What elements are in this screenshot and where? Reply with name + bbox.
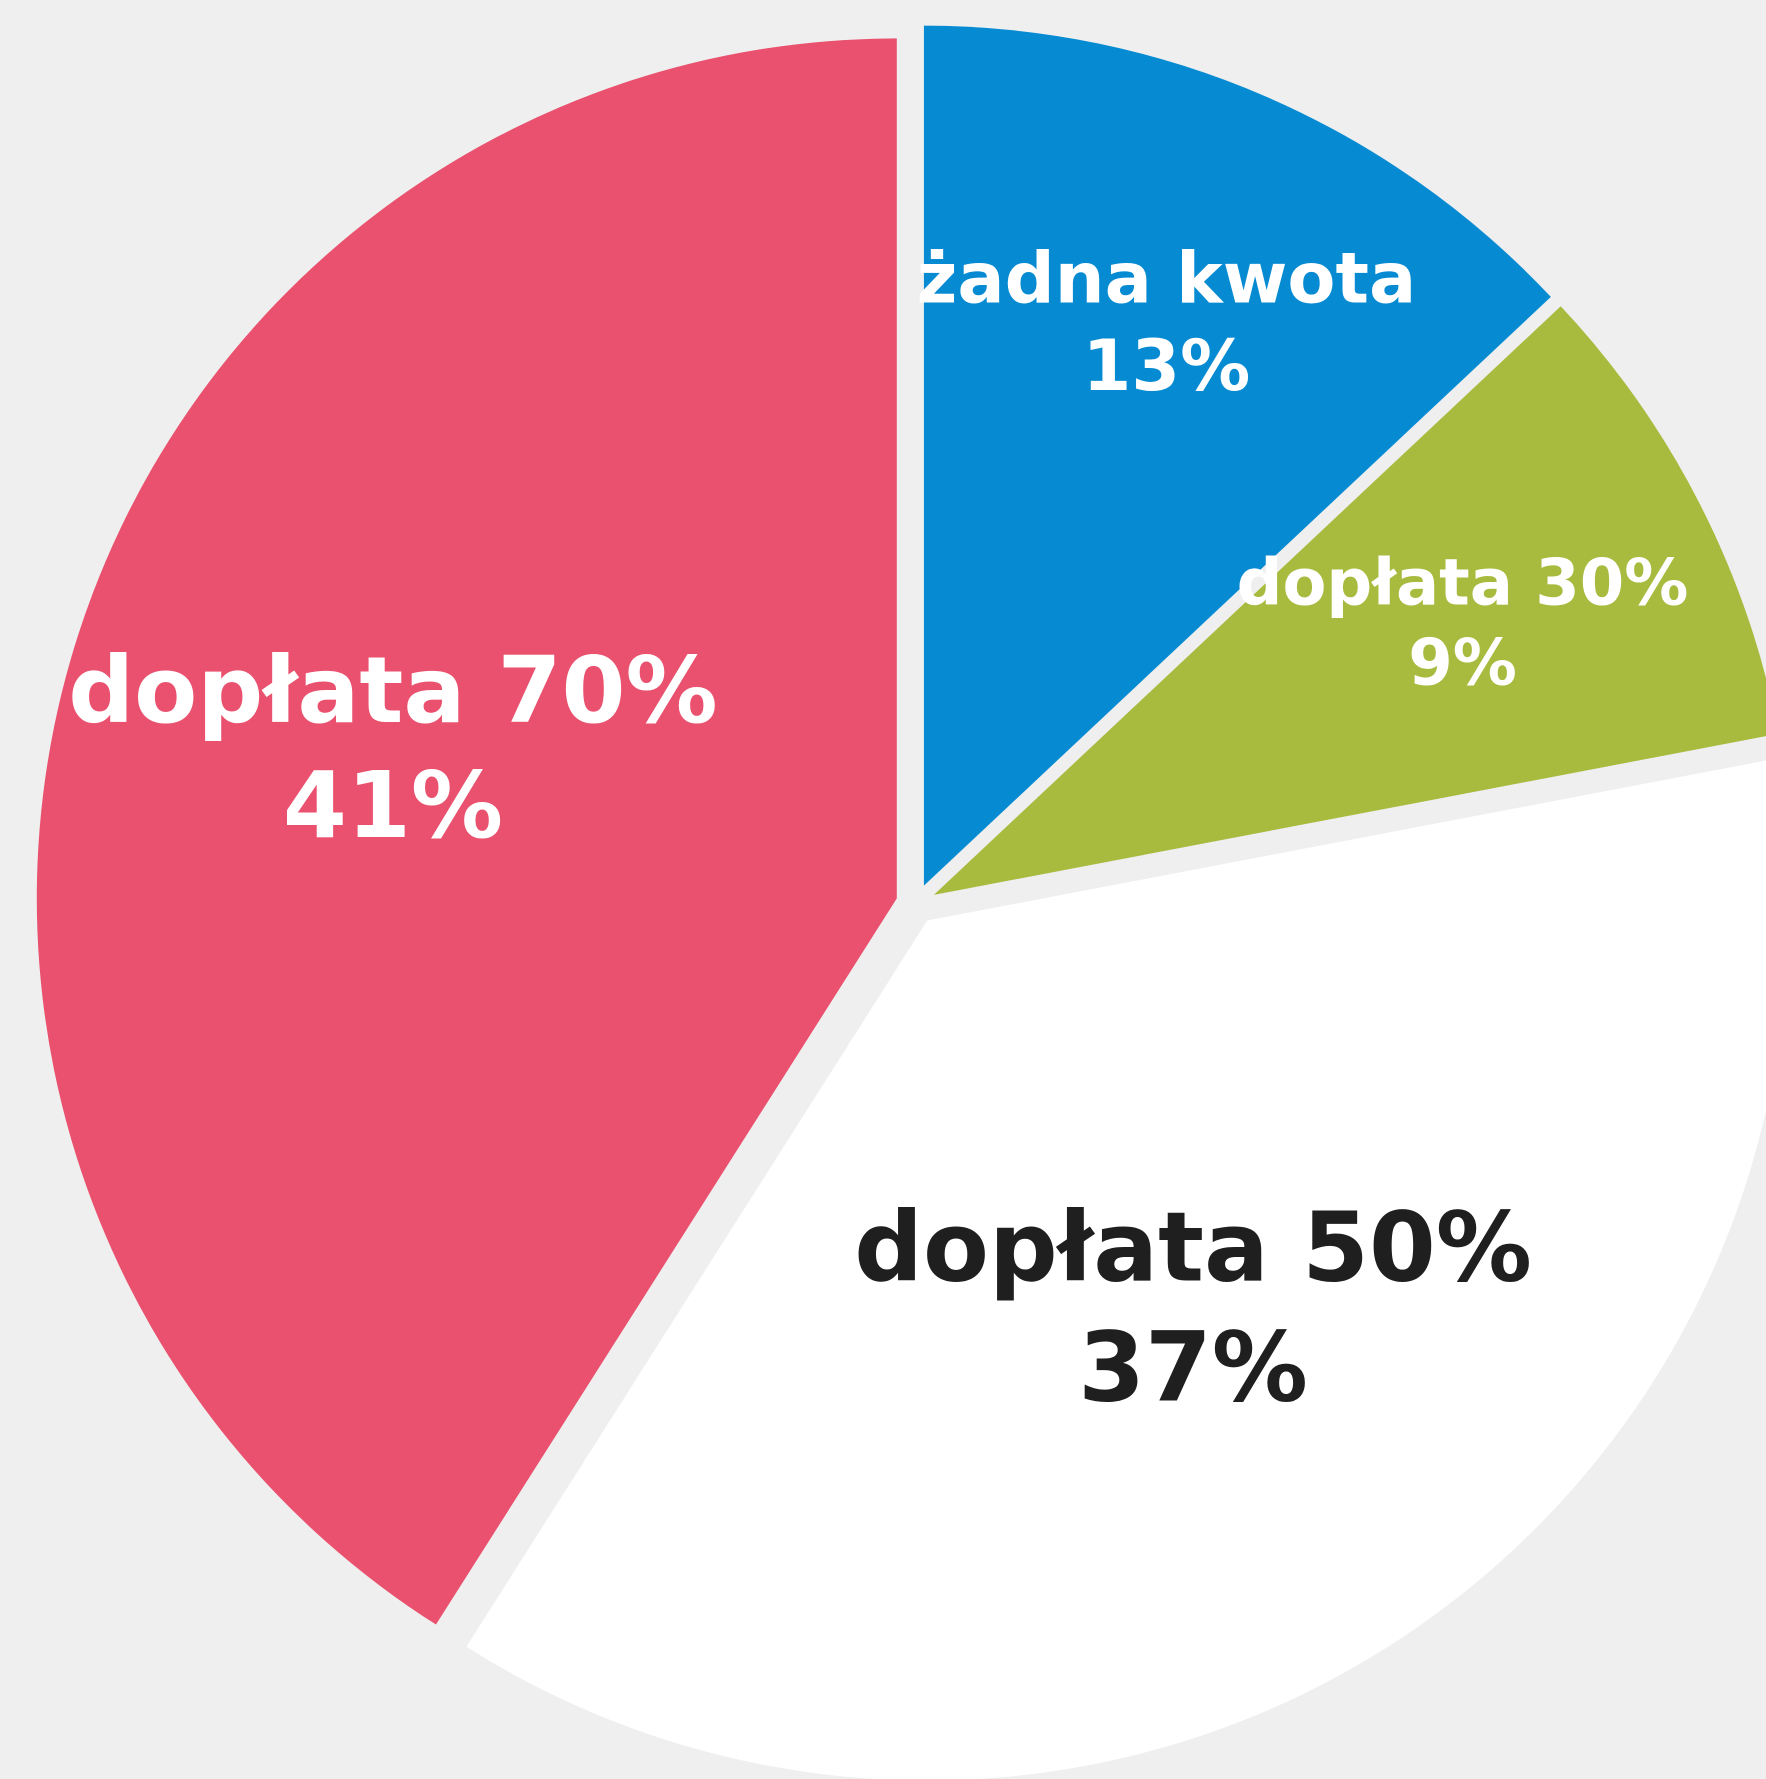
slice-label: dopłata 30% bbox=[1237, 547, 1689, 621]
slice-label: dopłata 70% bbox=[68, 637, 717, 744]
value-label: 41% bbox=[283, 752, 503, 859]
value-label: 13% bbox=[1083, 325, 1251, 407]
value-label: 37% bbox=[1078, 1312, 1308, 1424]
pie-slice bbox=[36, 38, 897, 1625]
pie-slice bbox=[923, 25, 1551, 886]
pie-slice bbox=[933, 306, 1766, 895]
pie-slice bbox=[466, 760, 1766, 1779]
slice-label: dopłata 50% bbox=[854, 1192, 1532, 1304]
value-label: 9% bbox=[1408, 627, 1517, 701]
slice-label: żadna kwota bbox=[917, 237, 1417, 319]
